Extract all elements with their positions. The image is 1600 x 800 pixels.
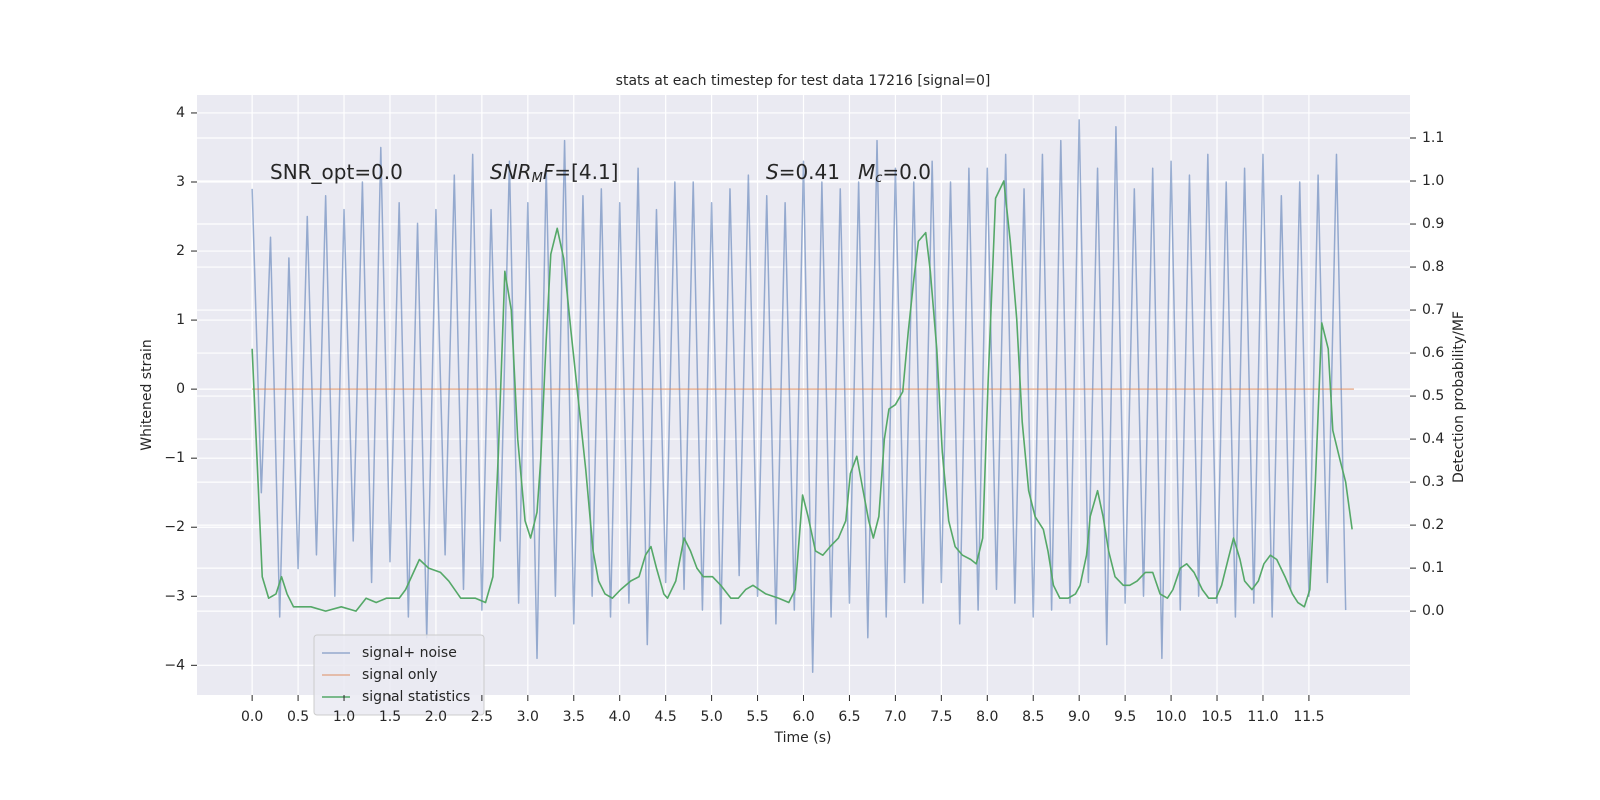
y-tick-label: −1 — [164, 450, 185, 466]
annotation-text: SNR_opt=0.0 — [270, 160, 403, 184]
x-tick-label: 6.0 — [792, 709, 814, 725]
annotation-text: F — [543, 160, 555, 184]
annotation-text: M — [858, 160, 875, 184]
y-tick-label: −3 — [164, 588, 185, 604]
x-tick-label: 8.0 — [976, 709, 998, 725]
y2-tick-label: 0.3 — [1422, 474, 1444, 490]
y2-tick-label: 1.1 — [1422, 130, 1444, 146]
y2-tick-label: 0.2 — [1422, 517, 1444, 533]
annotation-subscript: M — [532, 171, 543, 186]
x-tick-label: 5.5 — [746, 709, 768, 725]
x-tick-label: 7.0 — [884, 709, 906, 725]
y2-tick-label: 1.0 — [1422, 173, 1444, 189]
x-tick-label: 2.0 — [425, 709, 447, 725]
annotation: S=0.41 — [766, 160, 840, 184]
chart-title: stats at each timestep for test data 172… — [616, 73, 991, 89]
legend-label: signal only — [362, 667, 437, 683]
y2-tick-label: 0.8 — [1422, 259, 1444, 275]
y-tick-label: 3 — [176, 174, 185, 190]
y2-tick-label: 0.0 — [1422, 603, 1444, 619]
y2-tick-label: 0.6 — [1422, 345, 1444, 361]
x-tick-label: 1.5 — [379, 709, 401, 725]
x-tick-label: 3.5 — [563, 709, 585, 725]
y2-axis-label: Detection probability/MF — [1451, 311, 1467, 483]
annotation-text: S — [766, 160, 779, 184]
x-tick-label: 3.0 — [517, 709, 539, 725]
x-tick-label: 4.5 — [655, 709, 677, 725]
legend: signal+ noise signal only signal statistic… — [313, 634, 485, 716]
annotation-text: =0.0 — [882, 160, 931, 184]
x-tick-label: 10.5 — [1201, 709, 1232, 725]
y2-tick-label: 0.9 — [1422, 216, 1444, 232]
series-line — [251, 119, 1347, 673]
y-tick-label: 1 — [176, 312, 185, 328]
x-tick-label: 7.5 — [930, 709, 952, 725]
x-tick-label: 2.5 — [471, 709, 493, 725]
x-tick-label: 4.0 — [609, 709, 631, 725]
x-tick-label: 11.5 — [1293, 709, 1324, 725]
y2-tick-label: 0.1 — [1422, 560, 1444, 576]
x-tick-label: 9.5 — [1114, 709, 1136, 725]
y2-tick-label: 0.7 — [1422, 302, 1444, 318]
annotation-text: =[4.1] — [554, 160, 618, 184]
x-tick-label: 9.0 — [1068, 709, 1090, 725]
legend-label: signal+ noise — [362, 645, 457, 661]
legend-label: signal statistics — [362, 689, 470, 705]
annotation-subscript: c — [875, 171, 882, 186]
annotation: Mc=0.0 — [858, 160, 931, 186]
x-tick-label: 5.0 — [700, 709, 722, 725]
x-tick-label: 8.5 — [1022, 709, 1044, 725]
y2-tick-label: 0.4 — [1422, 431, 1444, 447]
y-tick-label: −2 — [164, 519, 185, 535]
x-tick-label: 6.5 — [838, 709, 860, 725]
annotation-text: =0.41 — [779, 160, 840, 184]
legend-box — [313, 634, 485, 716]
y-tick-label: −4 — [164, 657, 185, 673]
y-axis-label: Whitened strain — [139, 339, 155, 450]
x-axis-label: Time (s) — [774, 730, 832, 746]
annotation-text: SNR — [490, 160, 532, 184]
x-tick-label: 10.0 — [1155, 709, 1186, 725]
y-tick-label: 4 — [176, 105, 185, 121]
y-tick-label: 2 — [176, 243, 185, 259]
x-tick-label: 11.0 — [1247, 709, 1278, 725]
x-tick-label: 0.0 — [241, 709, 263, 725]
annotation: SNRMF=[4.1] — [490, 160, 618, 186]
series-layer — [251, 119, 1354, 673]
series-line — [251, 180, 1353, 612]
annotation: SNR_opt=0.0 — [270, 160, 403, 184]
x-tick-label: 1.0 — [333, 709, 355, 725]
x-tick-label: 0.5 — [287, 709, 309, 725]
y-tick-label: 0 — [176, 381, 185, 397]
y2-tick-label: 0.5 — [1422, 388, 1444, 404]
